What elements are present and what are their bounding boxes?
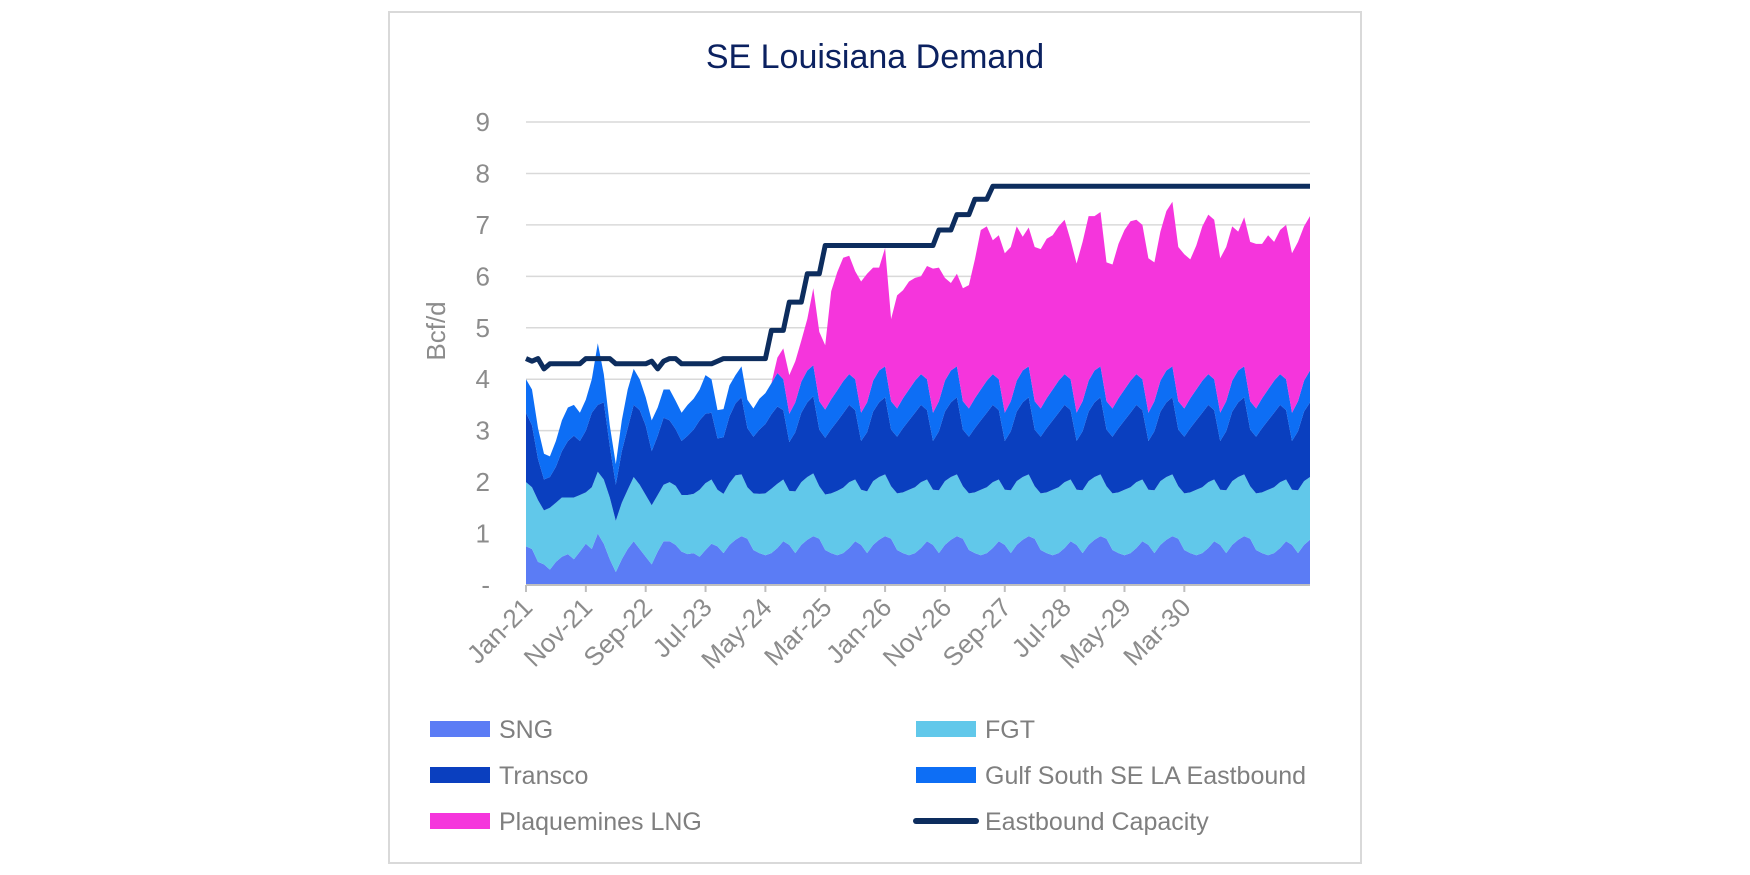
line-layer xyxy=(525,183,1310,372)
legend: SNG FGT Transco Gulf South SE LA Eastbound P… xyxy=(430,716,1306,836)
y-tick-label: 1 xyxy=(476,519,490,549)
legend-label: SNG xyxy=(499,716,553,744)
y-axis-title: Bcf/d xyxy=(421,301,451,360)
area-series-1 xyxy=(526,471,1310,573)
legend-label: FGT xyxy=(985,716,1035,744)
y-tick-label: 2 xyxy=(476,467,490,497)
x-tick-label: Sep-22 xyxy=(577,592,657,672)
area-series-0 xyxy=(526,533,1310,585)
x-tick-label: Sep-27 xyxy=(937,592,1017,672)
y-tick-label: 5 xyxy=(476,313,490,343)
area-series-3 xyxy=(526,343,1310,485)
y-tick-label: 4 xyxy=(476,364,490,394)
legend-label: Eastbound Capacity xyxy=(985,808,1209,836)
area-layer xyxy=(526,201,1310,585)
y-tick-label: 6 xyxy=(476,261,490,291)
y-tick-label: 3 xyxy=(476,416,490,446)
area-series-4 xyxy=(526,201,1310,465)
legend-label: Plaquemines LNG xyxy=(499,808,702,836)
legend-swatch xyxy=(430,813,490,829)
legend-swatch xyxy=(430,767,490,783)
line-series-5 xyxy=(525,183,1310,372)
y-tick-label: 7 xyxy=(476,210,490,240)
legend-swatch xyxy=(916,767,976,783)
legend-label: Gulf South SE LA Eastbound xyxy=(985,762,1306,790)
y-tick-label: - xyxy=(481,570,490,600)
y-tick-label: 8 xyxy=(476,158,490,188)
legend-label: Transco xyxy=(499,762,588,790)
legend-swatch xyxy=(916,721,976,737)
area-series-2 xyxy=(526,396,1310,521)
chart-title: SE Louisiana Demand xyxy=(706,38,1044,76)
x-tick-label: Mar-30 xyxy=(1117,592,1196,671)
x-tick-label: Mar-25 xyxy=(758,592,837,671)
y-tick-label: 9 xyxy=(476,107,490,137)
legend-swatch xyxy=(430,721,490,737)
